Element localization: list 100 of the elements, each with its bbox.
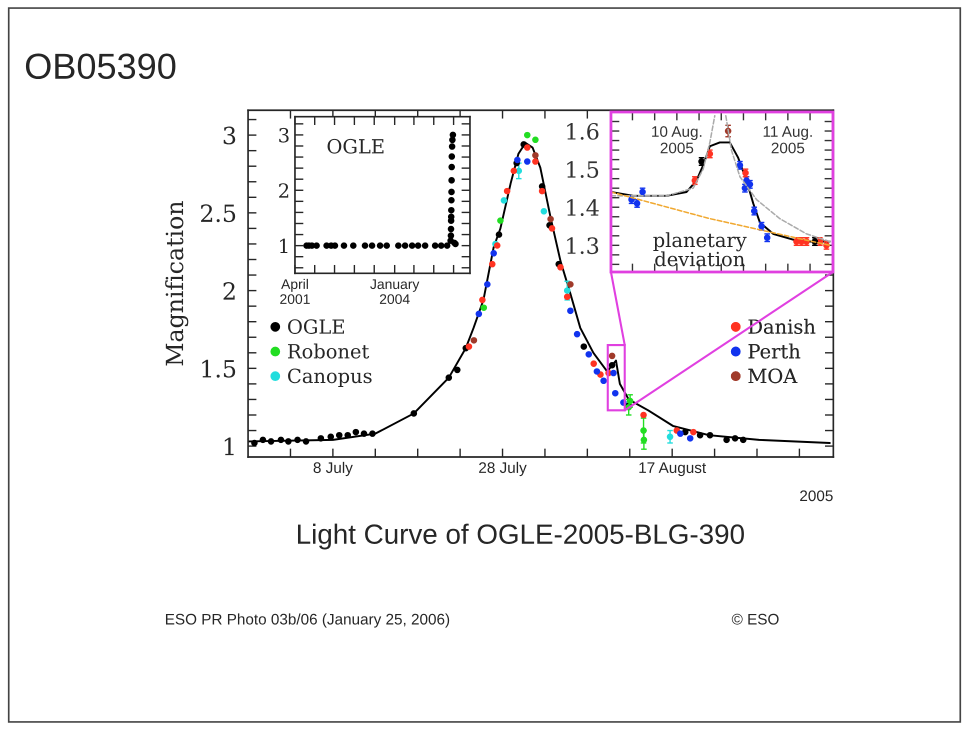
point	[448, 164, 455, 170]
y-tick-label: 1.3	[567, 237, 598, 254]
point	[567, 281, 574, 288]
point	[532, 152, 539, 159]
point	[504, 188, 510, 194]
point	[369, 430, 376, 437]
point	[610, 370, 617, 376]
point	[470, 337, 478, 344]
point	[402, 242, 408, 249]
point	[489, 260, 496, 268]
legend-label: MOA	[748, 368, 798, 384]
point	[448, 196, 455, 204]
x-tick-label: 8 July	[314, 462, 353, 476]
point	[600, 378, 607, 384]
point	[448, 143, 456, 150]
chart-title: OB05390	[26, 53, 176, 80]
point	[268, 438, 274, 445]
x-axis-title: 2005	[800, 490, 833, 502]
point	[524, 158, 531, 165]
x-tick-label: January 2004	[370, 279, 420, 304]
point	[414, 242, 422, 249]
point	[438, 242, 444, 249]
point	[432, 242, 438, 249]
annotation: planetary deviation	[653, 232, 747, 266]
point	[532, 136, 539, 144]
point	[444, 242, 450, 249]
point	[410, 410, 418, 417]
point	[540, 208, 548, 215]
y-tick-label: 1.5	[202, 360, 236, 378]
text: ESO PR Photo 03b/06 (January 25, 2006)	[166, 613, 450, 628]
legend-label: OGLE	[288, 319, 344, 334]
point	[732, 435, 738, 442]
point	[422, 242, 428, 249]
point	[376, 242, 384, 249]
y-tick-label: 1.4	[567, 199, 599, 216]
point	[484, 281, 491, 288]
point	[450, 132, 456, 138]
point	[318, 435, 324, 442]
point	[557, 264, 564, 271]
x-tick-label: 28 July	[479, 462, 527, 476]
point	[448, 188, 455, 196]
point	[448, 226, 454, 232]
legend-label: Canopus	[288, 368, 372, 388]
point	[586, 351, 592, 358]
point	[608, 352, 616, 360]
point	[408, 242, 416, 249]
point	[538, 188, 546, 194]
point	[448, 206, 455, 214]
point	[302, 438, 310, 445]
point	[278, 436, 284, 444]
point	[362, 242, 368, 249]
point	[740, 436, 746, 444]
y-tick-label: 1.6	[567, 122, 598, 140]
legend-label: Perth	[748, 344, 800, 359]
point	[547, 216, 554, 222]
point	[350, 242, 357, 249]
x-tick-label: 17 August	[639, 462, 706, 476]
point	[476, 310, 482, 318]
text: Light Curve of OGLE-2005-BLG-390	[298, 524, 744, 550]
point	[594, 368, 600, 375]
point	[706, 432, 714, 438]
point	[454, 366, 461, 374]
point	[446, 374, 452, 381]
point	[251, 440, 258, 446]
point	[313, 242, 320, 249]
point	[524, 144, 531, 151]
point	[500, 197, 508, 204]
point	[580, 343, 588, 350]
point	[574, 330, 580, 338]
point	[383, 242, 390, 249]
y-tick-label: 1	[280, 238, 288, 254]
point	[395, 242, 402, 249]
point	[490, 250, 497, 257]
point	[448, 232, 454, 239]
point	[532, 158, 539, 165]
point	[690, 428, 697, 436]
point	[466, 343, 472, 350]
point	[294, 436, 301, 444]
point	[567, 308, 574, 314]
point	[448, 177, 455, 184]
point	[608, 362, 616, 368]
point	[510, 168, 518, 174]
point	[548, 225, 556, 232]
x-tick-label: April 2001	[280, 278, 310, 304]
y-tick-label: 3	[279, 128, 289, 143]
point	[336, 432, 343, 438]
point	[340, 242, 348, 249]
point	[360, 430, 368, 437]
point	[590, 360, 597, 367]
point	[448, 153, 456, 160]
y-tick-label: 1.5	[567, 161, 598, 178]
legend-label: Danish	[748, 318, 816, 334]
point	[368, 242, 376, 249]
point	[285, 438, 292, 445]
y-tick-label: 2.5	[201, 204, 236, 222]
x-tick-label: 10 Aug. 2005	[652, 126, 702, 154]
point	[344, 432, 351, 438]
point	[612, 390, 619, 396]
annotation: OGLE	[328, 138, 384, 154]
point	[564, 287, 570, 294]
